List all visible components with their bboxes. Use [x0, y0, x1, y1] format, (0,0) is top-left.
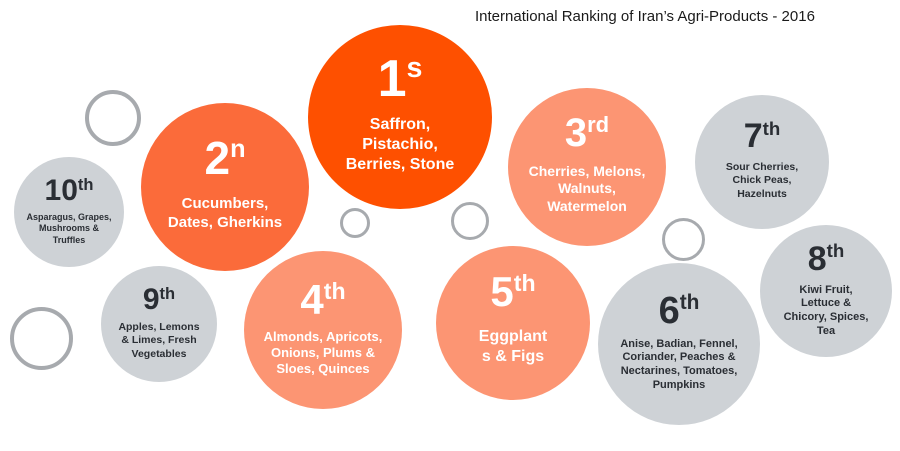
chart-title: International Ranking of Iran’s Agri-Pro… [475, 8, 815, 25]
rank-9-products: Apples, Lemons & Limes, Fresh Vegetables [118, 321, 200, 360]
decorative-ring [85, 90, 141, 146]
rank-1-products: Saffron, Pistachio, Berries, Stone [345, 116, 455, 173]
rank-10-label: 10th [44, 174, 94, 208]
rank-4-circle: 4th Almonds, Apricots, Onions, Plums & S… [244, 251, 402, 409]
decorative-ring [10, 307, 73, 370]
rank-2-products: Cucumbers, Dates, Gherkins [167, 195, 283, 231]
rank-9-label: 9th [142, 283, 176, 317]
rank-6-circle: 6th Anise, Badian, Fennel, Coriander, Pe… [598, 263, 760, 425]
rank-7-label: 7th [743, 117, 781, 156]
rank-3-circle: 3rd Cherries, Melons, Walnuts, Watermelo… [508, 88, 666, 246]
rank-2-circle: 2n Cucumbers, Dates, Gherkins [141, 103, 309, 271]
rank-8-label: 8th [807, 239, 845, 278]
rank-6-label: 6th [658, 289, 700, 332]
rank-10-circle: 10th Asparagus, Grapes, Mushrooms & Truf… [14, 157, 124, 267]
rank-5-label: 5th [490, 268, 536, 315]
rank-5-circle: 5th Eggplant s & Figs [436, 246, 590, 400]
rank-1-label: 1s [377, 50, 423, 108]
rank-9-circle: 9th Apples, Lemons & Limes, Fresh Vegeta… [101, 266, 217, 382]
rank-3-label: 3rd [564, 110, 610, 155]
decorative-ring [340, 208, 370, 238]
rank-4-label: 4th [300, 275, 346, 323]
rank-5-products: Eggplant s & Figs [478, 328, 548, 365]
rank-7-circle: 7th Sour Cherries, Chick Peas, Hazelnuts [695, 95, 829, 229]
rank-1-circle: 1s Saffron, Pistachio, Berries, Stone [308, 25, 492, 209]
decorative-ring [451, 202, 489, 240]
rank-10-products: Asparagus, Grapes, Mushrooms & Truffles [26, 212, 112, 245]
decorative-ring [662, 218, 705, 261]
rank-4-products: Almonds, Apricots, Onions, Plums & Sloes… [263, 328, 383, 377]
rank-7-products: Sour Cherries, Chick Peas, Hazelnuts [725, 161, 799, 200]
rank-3-products: Cherries, Melons, Walnuts, Watermelon [528, 162, 646, 214]
rank-2-label: 2n [204, 132, 246, 185]
rank-8-products: Kiwi Fruit, Lettuce & Chicory, Spices, T… [783, 283, 869, 337]
rank-6-products: Anise, Badian, Fennel, Coriander, Peache… [620, 337, 738, 391]
rank-8-circle: 8th Kiwi Fruit, Lettuce & Chicory, Spice… [760, 225, 892, 357]
